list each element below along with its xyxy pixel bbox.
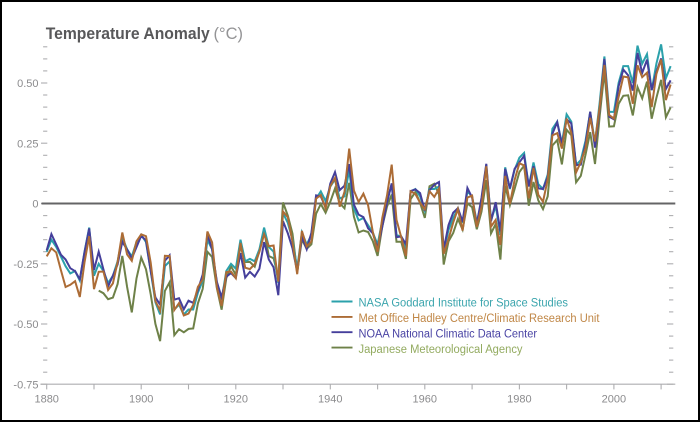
- svg-text:NASA Goddard Institute for Spa: NASA Goddard Institute for Space Studies: [359, 298, 569, 310]
- svg-text:1960: 1960: [413, 394, 437, 406]
- svg-text:1920: 1920: [224, 394, 248, 406]
- svg-text:0.50: 0.50: [17, 78, 38, 90]
- svg-text:0: 0: [32, 199, 38, 211]
- svg-text:-0.25: -0.25: [13, 259, 38, 271]
- svg-text:-0.75: -0.75: [13, 379, 38, 391]
- svg-text:1880: 1880: [34, 394, 58, 406]
- svg-text:(°C): (°C): [214, 25, 244, 43]
- svg-text:Japanese Meteorological Agency: Japanese Meteorological Agency: [359, 344, 523, 356]
- svg-text:2000: 2000: [602, 394, 626, 406]
- svg-text:1940: 1940: [318, 394, 342, 406]
- svg-text:1980: 1980: [507, 394, 531, 406]
- svg-text:Temperature Anomaly: Temperature Anomaly: [46, 25, 211, 43]
- svg-text:NOAA National Climatic Data Ce: NOAA National Climatic Data Center: [359, 328, 538, 340]
- svg-text:Met Office Hadley Centre/Clima: Met Office Hadley Centre/Climatic Resear…: [359, 313, 601, 325]
- svg-text:-0.50: -0.50: [13, 319, 38, 331]
- svg-text:1900: 1900: [129, 394, 153, 406]
- svg-text:0.25: 0.25: [17, 138, 38, 150]
